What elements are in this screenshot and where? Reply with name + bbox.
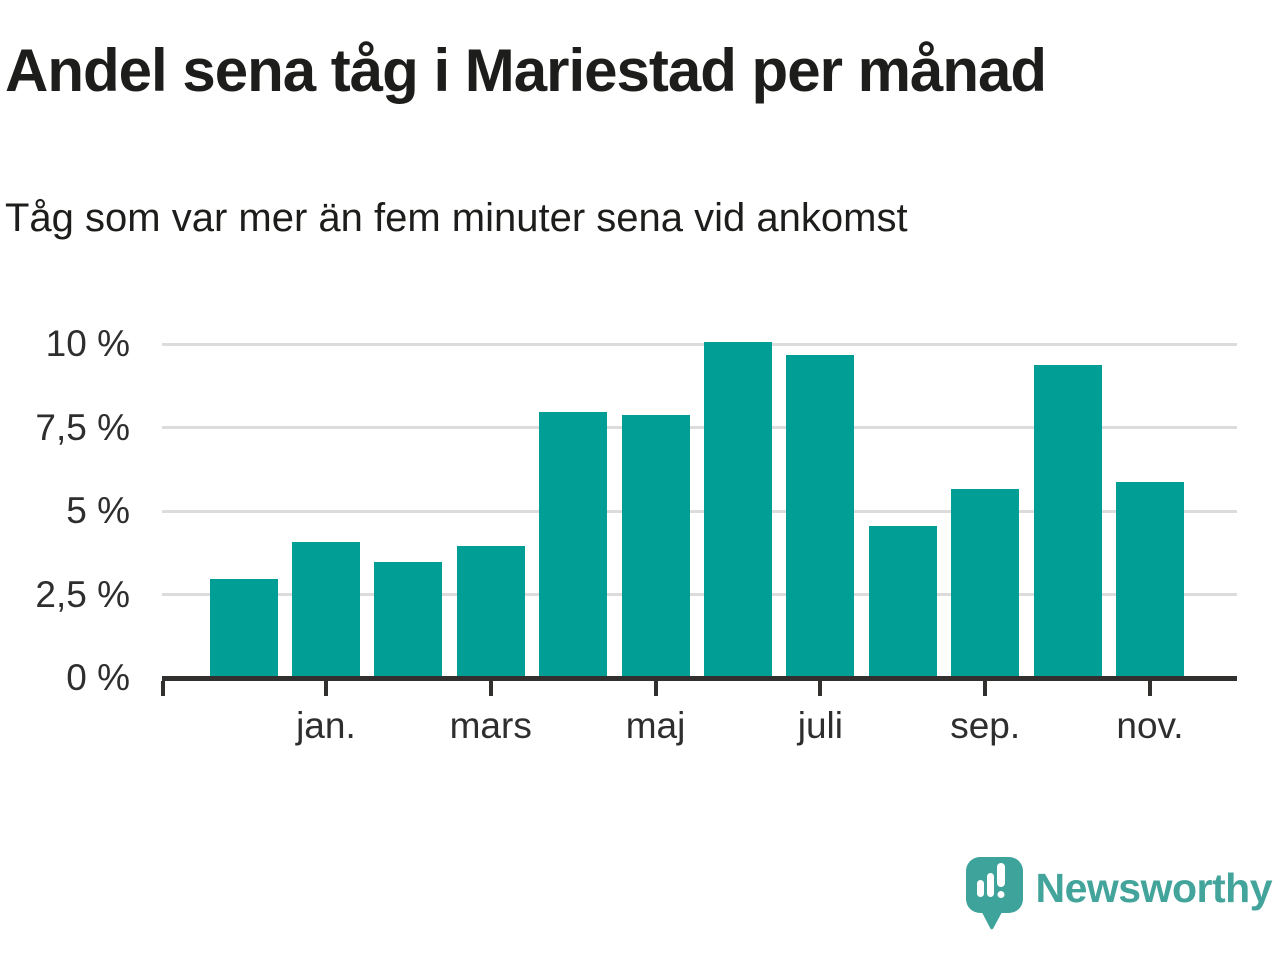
newsworthy-logo-text: Newsworthy [1035,864,1273,911]
bar-juli [786,355,855,676]
x-axis-label-jan: jan. [296,705,356,746]
bar-juni [703,342,772,676]
gridline-7,5% [162,426,1237,429]
x-axis-tick-nov [1148,681,1152,696]
bar-okt [1033,365,1102,676]
x-axis-line [162,676,1237,681]
chart-subtitle: Tåg som var mer än fem minuter sena vid … [5,196,908,240]
chart-title: Andel sena tåg i Mariestad per månad [5,37,1047,104]
bar-dec [209,579,278,676]
bar-aug [868,526,937,676]
y-axis-label: 7,5 % [35,406,130,448]
bar-jan [291,542,360,676]
x-axis-tick-mars [488,681,493,696]
y-axis-label: 0 % [66,657,130,698]
x-axis-label-juli: juli [797,705,843,746]
bar-nov [1116,482,1184,676]
x-axis-tick-jan [323,681,328,696]
gridline-10% [162,342,1237,346]
bar-feb [374,562,443,676]
bar-maj [621,415,690,676]
x-axis-label-nov: nov. [1116,705,1184,746]
x-axis-label-mars: mars [449,705,532,746]
x-axis-origin-tick [161,681,165,696]
bar-sep [951,489,1020,676]
y-axis-label: 2,5 % [35,573,130,615]
bar-mars [456,546,525,676]
y-axis-label: 10 % [45,323,130,364]
gridline-5% [162,509,1237,513]
x-axis-tick-sep [983,681,988,696]
speech-bubble-bar-chart-icon [965,857,1023,930]
y-axis-label: 5 % [66,490,130,531]
gridline-2,5% [162,593,1237,596]
x-axis-tick-juli [818,681,823,696]
x-axis-tick-maj [653,681,658,696]
bar-apr [539,412,608,676]
x-axis-label-sep: sep. [950,705,1021,746]
newsworthy-logo: Newsworthy [965,854,1273,936]
x-axis-label-maj: maj [625,705,686,746]
